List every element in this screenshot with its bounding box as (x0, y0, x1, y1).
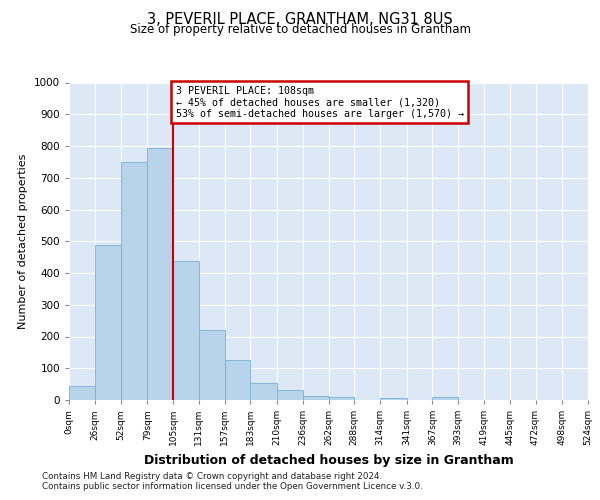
X-axis label: Distribution of detached houses by size in Grantham: Distribution of detached houses by size … (143, 454, 514, 466)
Bar (147, 148, 173, 400)
Bar (69, 386, 95, 400)
Bar (250, 383, 277, 400)
Text: Contains HM Land Registry data © Crown copyright and database right 2024.: Contains HM Land Registry data © Crown c… (42, 472, 382, 481)
Bar (329, 398, 354, 400)
Bar (173, 262, 199, 400)
Text: 3, PEVERIL PLACE, GRANTHAM, NG31 8US: 3, PEVERIL PLACE, GRANTHAM, NG31 8US (147, 12, 453, 28)
Bar (380, 398, 407, 400)
Y-axis label: Number of detached properties: Number of detached properties (18, 154, 28, 329)
Bar (95, 246, 121, 400)
Text: Contains public sector information licensed under the Open Government Licence v.: Contains public sector information licen… (42, 482, 423, 491)
Bar (433, 398, 458, 400)
Bar (199, 330, 224, 400)
Bar (224, 360, 250, 400)
Text: Size of property relative to detached houses in Grantham: Size of property relative to detached ho… (130, 22, 470, 36)
Bar (121, 162, 147, 400)
Text: 3 PEVERIL PLACE: 108sqm
← 45% of detached houses are smaller (1,320)
53% of semi: 3 PEVERIL PLACE: 108sqm ← 45% of detache… (176, 86, 464, 119)
Bar (277, 390, 303, 400)
Bar (303, 396, 329, 400)
